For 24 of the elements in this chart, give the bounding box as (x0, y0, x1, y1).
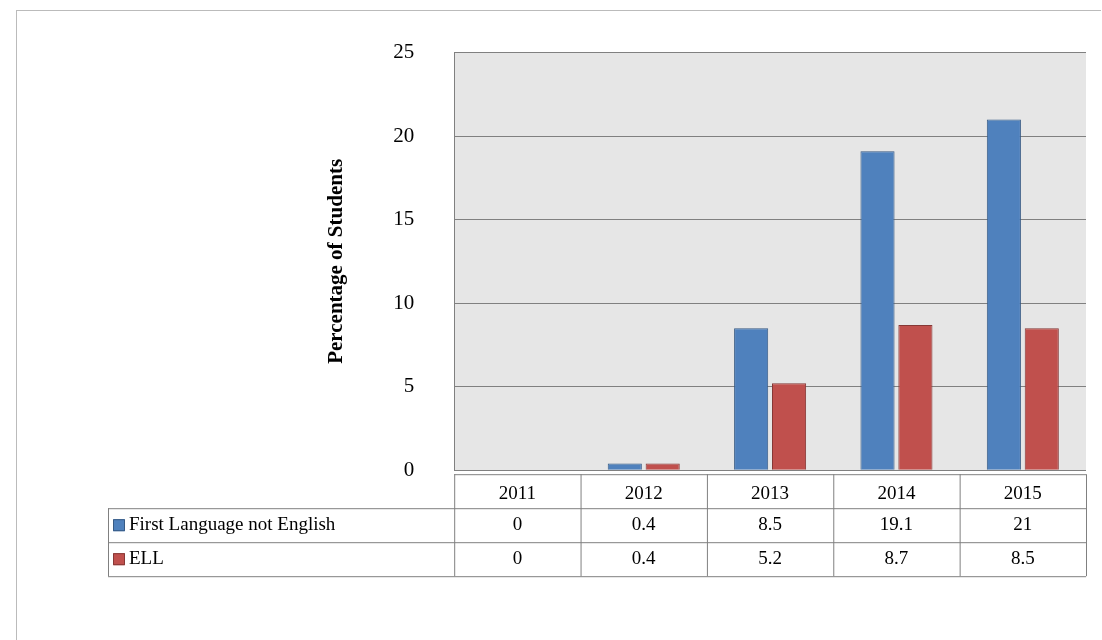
data-label: 8.5 (1010, 547, 1035, 569)
data-label: 21 (1013, 513, 1033, 535)
legend-label: ELL (129, 547, 164, 569)
y-tick-label: 5 (403, 373, 415, 398)
x-tick-label: 2014 (877, 481, 916, 503)
data-label: 0 (512, 547, 523, 569)
legend-label: First Language not English (129, 513, 336, 535)
y-tick-label: 15 (393, 206, 415, 231)
data-label: 0.4 (631, 513, 657, 535)
y-tick-label: 25 (393, 39, 415, 64)
data-label: 0.4 (631, 547, 657, 569)
data-label: 5.2 (758, 547, 782, 569)
x-tick-label: 2013 (751, 481, 790, 503)
y-tick-label: 20 (393, 122, 415, 147)
data-label: 8.7 (884, 547, 909, 569)
y-axis-title: Percentage of Students (323, 158, 348, 364)
x-tick-label: 2015 (1003, 481, 1042, 503)
data-label: 0 (512, 513, 523, 535)
y-tick-label: 0 (403, 456, 415, 481)
data-label: 19.1 (879, 513, 914, 535)
x-tick-label: 2011 (498, 481, 537, 503)
y-tick-label: 10 (393, 289, 415, 314)
x-tick-label: 2012 (624, 481, 663, 503)
data-label: 8.5 (758, 513, 782, 535)
